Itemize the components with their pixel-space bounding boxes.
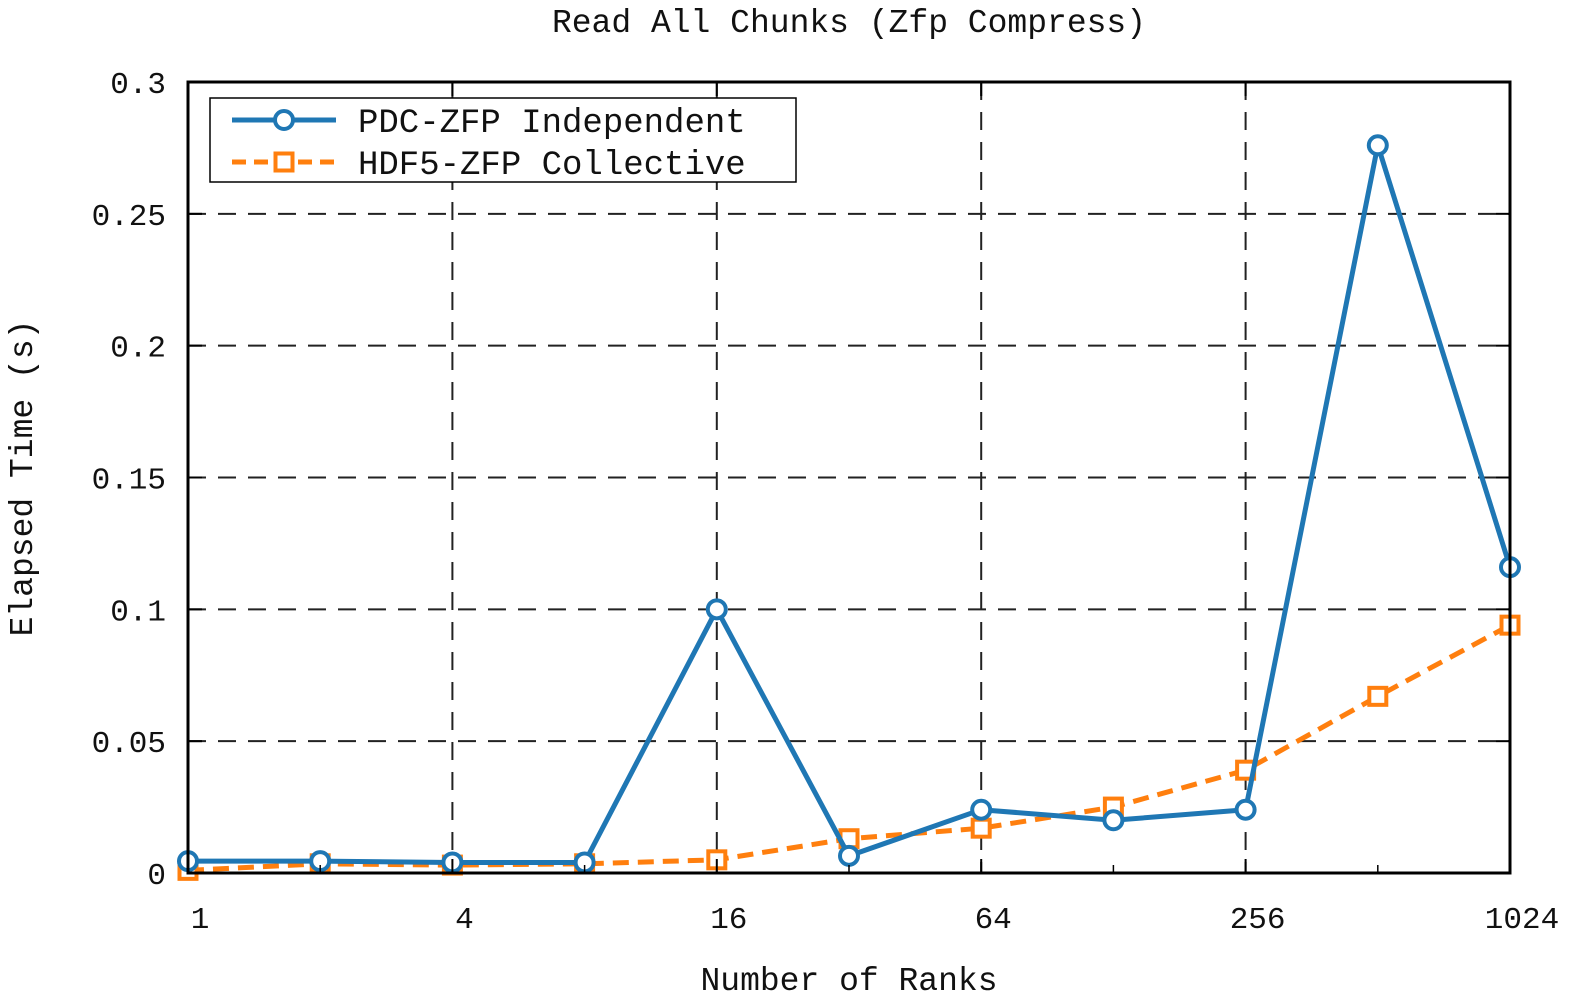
legend-label: PDC-ZFP Independent (358, 105, 746, 143)
data-point-pdc-zfp-independent (838, 844, 860, 867)
y-tick-label: 0.2 (110, 332, 166, 367)
x-tick-label: 1024 (1485, 903, 1559, 938)
x-axis-label: Number of Ranks (700, 963, 997, 1000)
data-point-pdc-zfp-independent (1366, 134, 1389, 157)
grid (188, 82, 1510, 873)
x-tick-label: 1 (191, 903, 210, 938)
y-tick-label: 0 (147, 859, 166, 894)
legend-marker-hdf5-zfp-collective (273, 151, 295, 173)
chart-title: Read All Chunks (Zfp Compress) (552, 5, 1146, 42)
series-layer (177, 134, 1521, 881)
data-point-hdf5-zfp-collective (970, 817, 992, 839)
x-tick-label: 16 (710, 903, 747, 938)
series-hdf5-zfp-collective (177, 614, 1521, 881)
data-point-hdf5-zfp-collective (1367, 685, 1389, 707)
x-tick-label: 256 (1230, 903, 1286, 938)
y-tick-label: 0.3 (110, 68, 166, 103)
x-tick-label: 4 (455, 903, 474, 938)
legend: PDC-ZFP Independent HDF5-ZFP Collective (209, 97, 797, 185)
y-axis-label: Elapsed Time (s) (5, 320, 42, 637)
data-point-pdc-zfp-independent (705, 598, 728, 621)
legend-entry-hdf5-zfp-collective: HDF5-ZFP Collective (232, 147, 746, 185)
series-line-pdc-zfp-independent (188, 142, 1513, 865)
y-tick-label: 0.1 (110, 595, 166, 630)
legend-marker-pdc-zfp-independent (273, 109, 295, 131)
legend-box (209, 97, 797, 183)
y-tick-label: 0.05 (92, 727, 166, 762)
legend-entry-pdc-zfp-independent: PDC-ZFP Independent (232, 105, 746, 143)
legend-label: HDF5-ZFP Collective (358, 147, 746, 185)
x-tick-label: 64 (975, 903, 1012, 938)
data-point-pdc-zfp-independent (1234, 798, 1257, 821)
y-tick-labels: 0 0.05 0.1 0.15 0.2 0.25 0.3 (92, 68, 166, 894)
data-point-pdc-zfp-independent (1102, 809, 1125, 832)
x-tick-labels: 1 4 16 64 256 1024 (191, 903, 1560, 938)
data-point-pdc-zfp-independent (970, 798, 993, 821)
series-pdc-zfp-independent (177, 134, 1521, 874)
y-tick-label: 0.25 (92, 200, 166, 235)
tick-marks (187, 81, 1511, 874)
y-tick-label: 0.15 (92, 464, 166, 499)
